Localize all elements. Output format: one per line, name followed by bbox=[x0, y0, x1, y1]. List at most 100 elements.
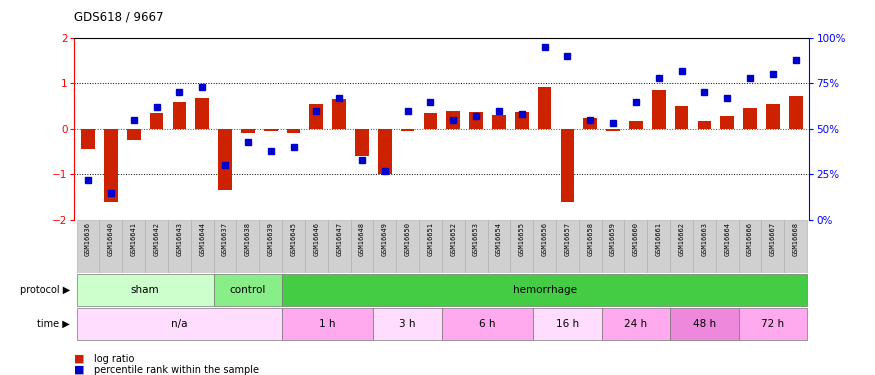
Text: GSM16652: GSM16652 bbox=[451, 222, 456, 256]
Bar bbox=[606, 129, 620, 131]
Text: GSM16668: GSM16668 bbox=[793, 222, 799, 256]
Bar bbox=[259, 220, 282, 273]
Text: control: control bbox=[229, 285, 266, 295]
Text: GSM16639: GSM16639 bbox=[268, 222, 274, 256]
Text: GDS618 / 9667: GDS618 / 9667 bbox=[74, 10, 164, 23]
Bar bbox=[761, 220, 784, 273]
Bar bbox=[310, 104, 323, 129]
Bar bbox=[675, 106, 689, 129]
Bar bbox=[374, 308, 442, 340]
Bar bbox=[648, 220, 670, 273]
Text: GSM16636: GSM16636 bbox=[85, 222, 91, 256]
Bar bbox=[214, 220, 236, 273]
Text: GSM16640: GSM16640 bbox=[108, 222, 114, 256]
Bar bbox=[168, 220, 191, 273]
Text: GSM16647: GSM16647 bbox=[336, 222, 342, 256]
Bar bbox=[77, 220, 100, 273]
Bar bbox=[697, 121, 711, 129]
Bar bbox=[218, 129, 232, 190]
Text: 16 h: 16 h bbox=[556, 319, 579, 329]
Bar bbox=[446, 111, 460, 129]
Text: ■: ■ bbox=[74, 365, 85, 375]
Bar bbox=[579, 220, 602, 273]
Bar bbox=[538, 87, 551, 129]
Bar bbox=[355, 129, 369, 156]
Bar bbox=[561, 129, 574, 202]
Text: n/a: n/a bbox=[172, 319, 187, 329]
Bar bbox=[123, 220, 145, 273]
Bar bbox=[77, 308, 282, 340]
Text: GSM16649: GSM16649 bbox=[382, 222, 388, 256]
Bar bbox=[374, 220, 396, 273]
Bar bbox=[127, 129, 141, 140]
Bar bbox=[378, 129, 392, 174]
Bar bbox=[514, 112, 528, 129]
Text: GSM16650: GSM16650 bbox=[404, 222, 410, 256]
Text: 1 h: 1 h bbox=[319, 319, 336, 329]
Bar bbox=[789, 96, 802, 129]
Bar bbox=[716, 220, 738, 273]
Text: GSM16656: GSM16656 bbox=[542, 222, 548, 256]
Bar bbox=[150, 113, 164, 129]
Bar bbox=[195, 98, 209, 129]
Text: GSM16658: GSM16658 bbox=[587, 222, 593, 256]
Bar bbox=[652, 90, 666, 129]
Bar bbox=[766, 104, 780, 129]
Text: time ▶: time ▶ bbox=[38, 319, 70, 329]
Text: GSM16646: GSM16646 bbox=[313, 222, 319, 256]
Bar bbox=[214, 274, 282, 306]
Text: GSM16642: GSM16642 bbox=[153, 222, 159, 256]
Bar bbox=[442, 220, 465, 273]
Text: GSM16637: GSM16637 bbox=[222, 222, 228, 256]
Text: GSM16641: GSM16641 bbox=[130, 222, 136, 256]
Bar bbox=[424, 113, 438, 129]
Text: GSM16651: GSM16651 bbox=[428, 222, 433, 256]
Text: GSM16664: GSM16664 bbox=[724, 222, 731, 256]
Bar bbox=[304, 220, 328, 273]
Bar bbox=[738, 308, 807, 340]
Bar bbox=[442, 308, 533, 340]
Bar bbox=[282, 274, 807, 306]
Bar bbox=[602, 220, 625, 273]
Text: 3 h: 3 h bbox=[399, 319, 416, 329]
Bar bbox=[670, 308, 738, 340]
Bar bbox=[172, 102, 186, 129]
Bar bbox=[469, 112, 483, 129]
Bar bbox=[720, 116, 734, 129]
Bar bbox=[510, 220, 533, 273]
Text: GSM16657: GSM16657 bbox=[564, 222, 570, 256]
Bar bbox=[492, 115, 506, 129]
Text: GSM16659: GSM16659 bbox=[610, 222, 616, 256]
Bar bbox=[351, 220, 374, 273]
Bar bbox=[401, 129, 415, 131]
Text: 48 h: 48 h bbox=[693, 319, 716, 329]
Text: sham: sham bbox=[131, 285, 159, 295]
Text: GSM16661: GSM16661 bbox=[655, 222, 662, 256]
Text: log ratio: log ratio bbox=[94, 354, 134, 364]
Text: GSM16638: GSM16638 bbox=[245, 222, 251, 256]
Bar bbox=[104, 129, 118, 202]
Text: ■: ■ bbox=[74, 354, 85, 364]
Text: GSM16655: GSM16655 bbox=[519, 222, 525, 256]
Text: GSM16663: GSM16663 bbox=[702, 222, 707, 256]
Bar bbox=[287, 129, 300, 134]
Text: protocol ▶: protocol ▶ bbox=[20, 285, 70, 295]
Text: percentile rank within the sample: percentile rank within the sample bbox=[94, 365, 259, 375]
Bar bbox=[602, 308, 670, 340]
Bar bbox=[784, 220, 807, 273]
Text: hemorrhage: hemorrhage bbox=[513, 285, 577, 295]
Bar bbox=[328, 220, 351, 273]
Bar bbox=[100, 220, 122, 273]
Bar bbox=[465, 220, 487, 273]
Bar bbox=[419, 220, 442, 273]
Bar bbox=[584, 117, 597, 129]
Text: GSM16645: GSM16645 bbox=[290, 222, 297, 256]
Bar bbox=[145, 220, 168, 273]
Text: GSM16660: GSM16660 bbox=[633, 222, 639, 256]
Bar bbox=[743, 108, 757, 129]
Bar bbox=[236, 220, 259, 273]
Bar bbox=[533, 308, 602, 340]
Bar bbox=[738, 220, 761, 273]
Bar bbox=[396, 220, 419, 273]
Bar bbox=[77, 274, 214, 306]
